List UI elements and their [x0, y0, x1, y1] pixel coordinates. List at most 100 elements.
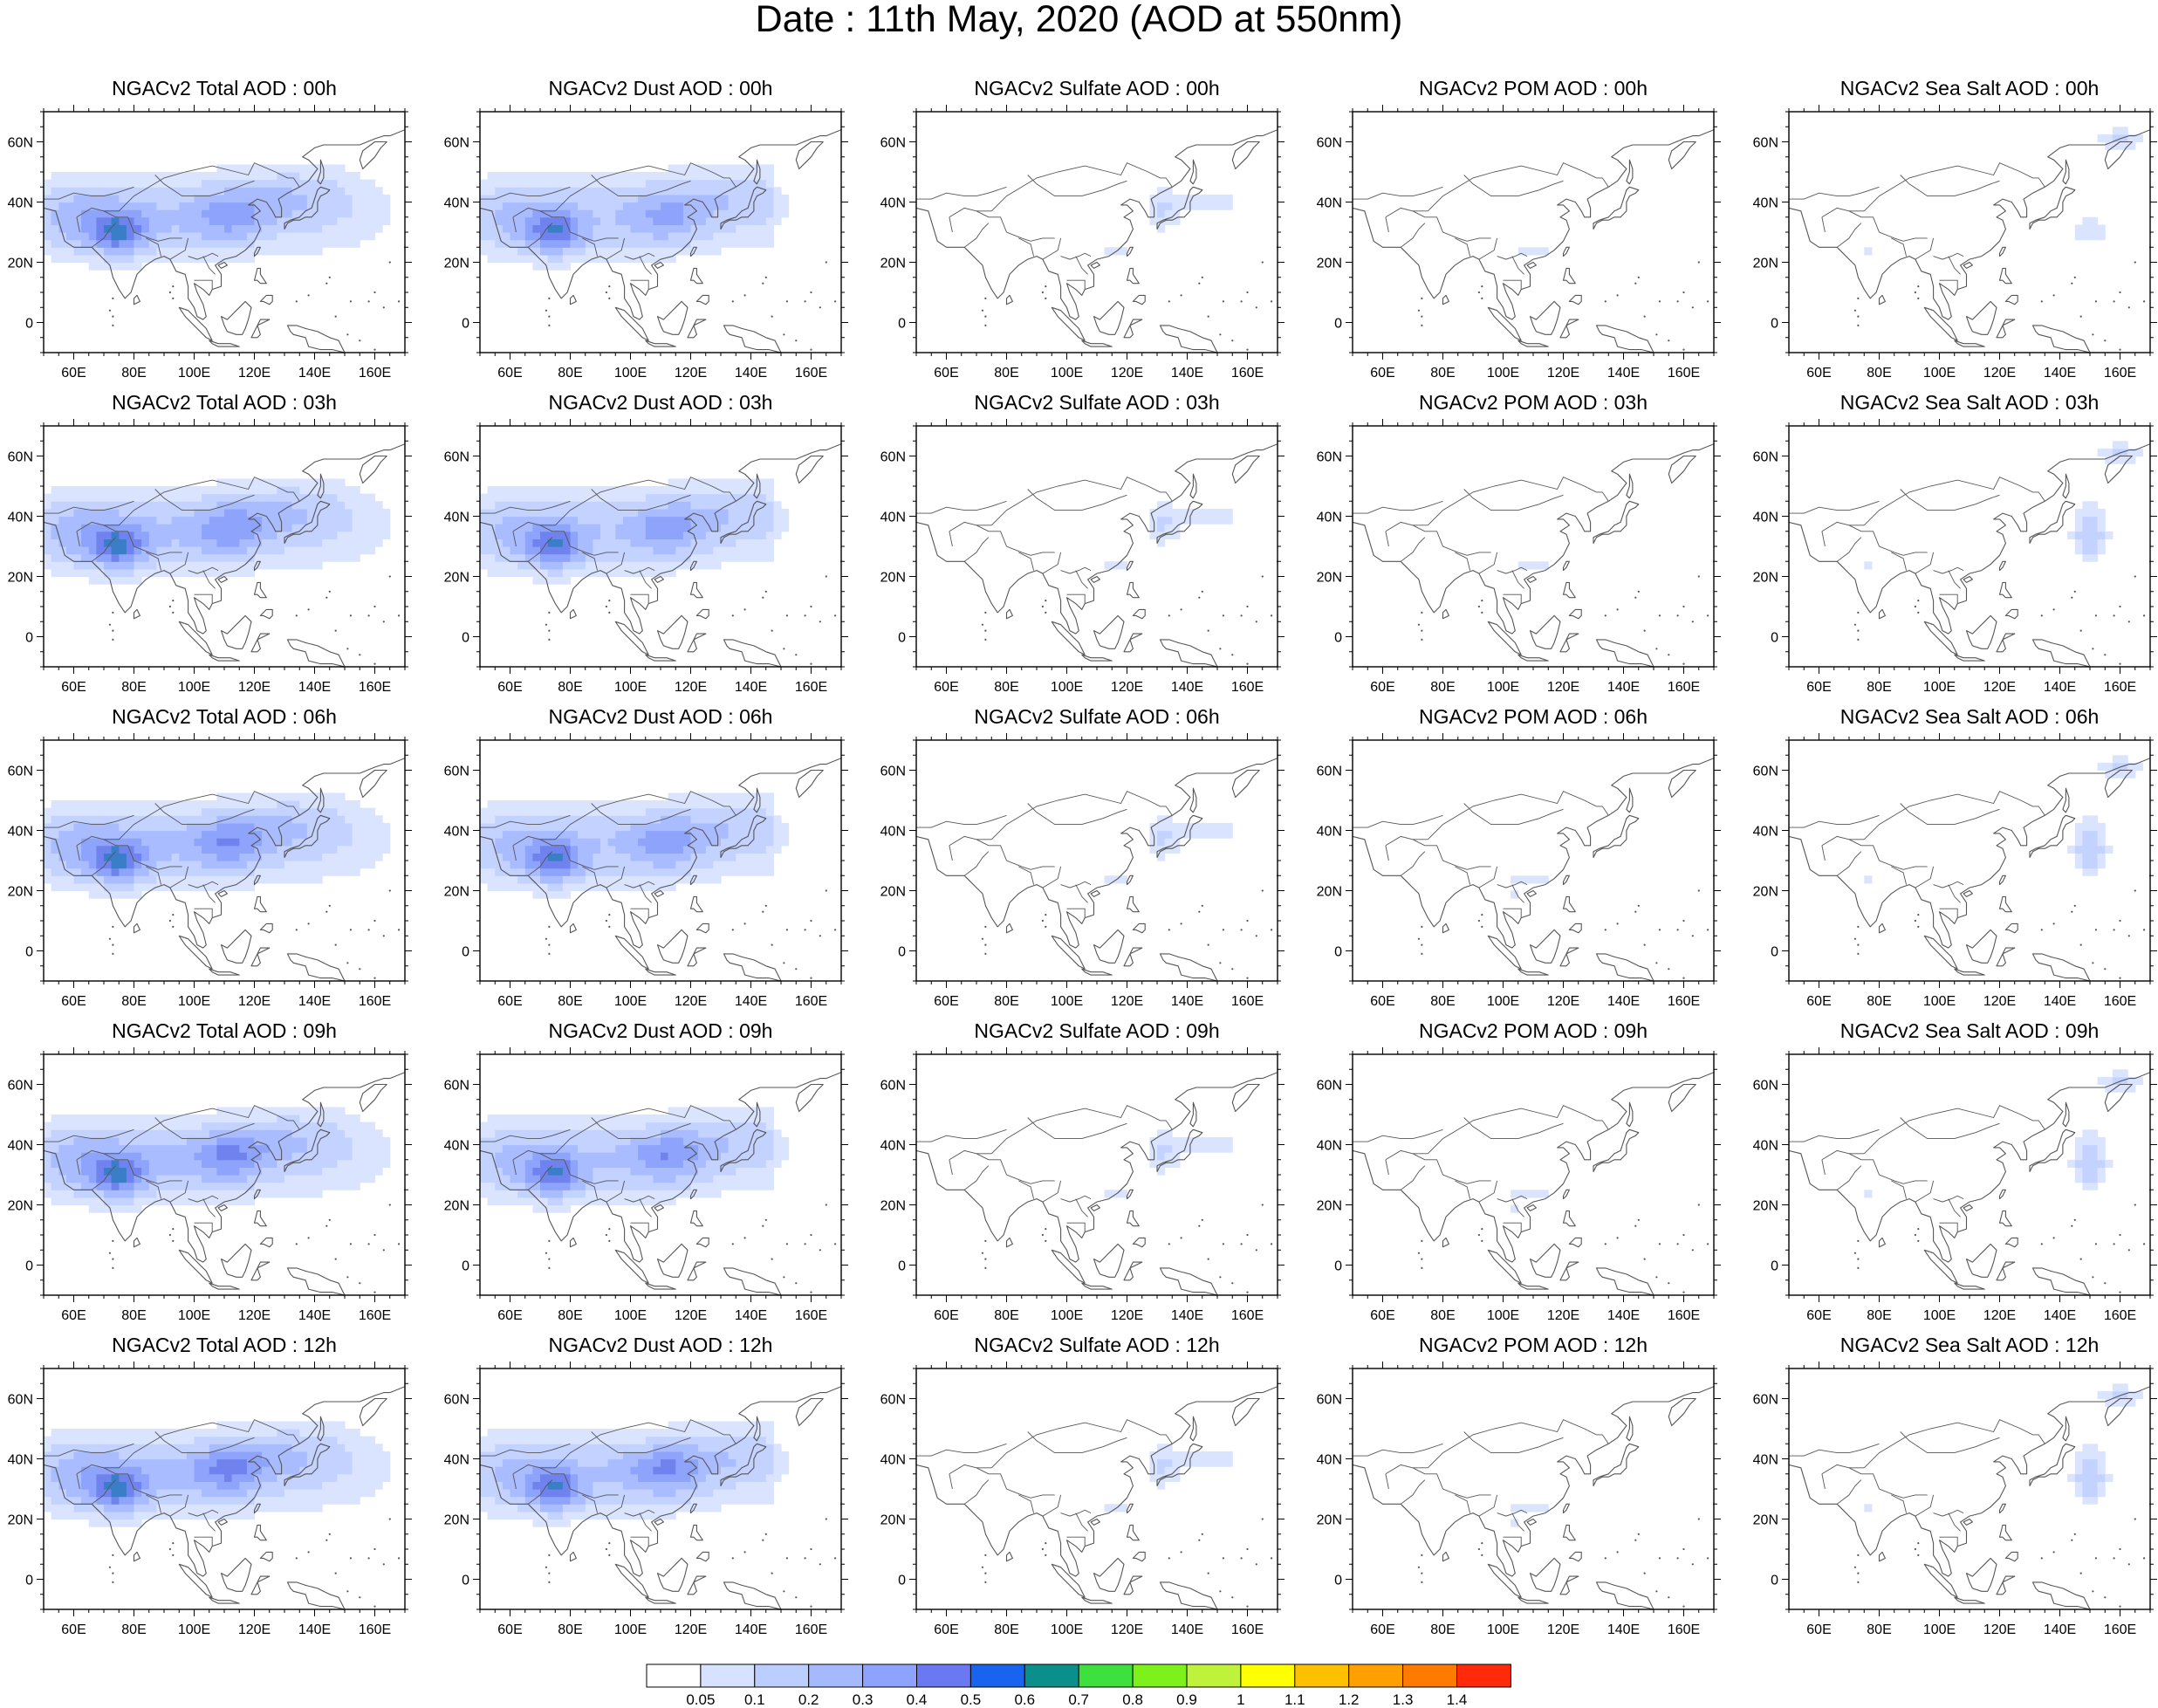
lon-tick-label: 60E	[61, 1308, 86, 1323]
map-panel-dust-4: NGACv2 Dust AOD : 12h 60E 80E 100E 120E 140E 1…	[436, 1334, 873, 1643]
panel-title: NGACv2 Sea Salt AOD : 00h	[1839, 77, 2100, 99]
lat-tick-label: 60N	[8, 765, 33, 779]
map-plot: 60E 80E 100E 120E 140E 160E 60N 40N 20N 0	[8, 105, 412, 381]
lon-tick-label: 80E	[994, 1622, 1018, 1637]
lat-tick-label: 20N	[1753, 1199, 1778, 1214]
colorbar-label: 0.2	[798, 1691, 819, 1708]
lat-tick-label: 0	[25, 1259, 33, 1274]
panel-title: NGACv2 Sea Salt AOD : 03h	[1839, 391, 2100, 414]
lon-tick-label: 60E	[1370, 1622, 1394, 1637]
lat-tick-label: 60N	[880, 765, 906, 779]
lon-tick-label: 100E	[614, 366, 647, 381]
lon-tick-label: 120E	[1111, 366, 1143, 381]
lon-tick-label: 80E	[558, 1622, 582, 1637]
lon-tick-label: 100E	[614, 680, 647, 695]
lat-tick-label: 40N	[1753, 511, 1778, 525]
lon-tick-label: 140E	[2044, 366, 2076, 381]
lon-tick-label: 160E	[1231, 366, 1264, 381]
panel-title: NGACv2 Sea Salt AOD : 12h	[1839, 1334, 2100, 1356]
lat-tick-label: 60N	[8, 1079, 33, 1094]
lat-tick-label: 0	[25, 317, 33, 332]
lat-tick-label: 60N	[1317, 450, 1342, 465]
lon-tick-label: 120E	[675, 1622, 707, 1637]
lon-tick-label: 60E	[934, 680, 958, 695]
map-plot: 60E 80E 100E 120E 140E 160E 60N 40N 20N 0	[880, 1047, 1285, 1323]
lat-tick-label: 20N	[1317, 1199, 1342, 1214]
map-panel-pom-2: NGACv2 POM AOD : 06h 60E 80E 100E 120E 140E 16…	[1309, 705, 1745, 1015]
map-plot: 60E 80E 100E 120E 140E 160E 60N 40N 20N 0	[8, 1047, 412, 1323]
lat-tick-label: 40N	[444, 1139, 469, 1154]
lon-tick-label: 60E	[1370, 366, 1394, 381]
lon-tick-label: 80E	[558, 1308, 582, 1323]
lat-tick-label: 40N	[1317, 196, 1342, 211]
lat-tick-label: 60N	[880, 450, 906, 465]
lat-tick-label: 0	[25, 945, 33, 960]
lon-tick-label: 140E	[298, 1308, 331, 1323]
colorbar-swatch	[754, 1663, 810, 1688]
lon-tick-label: 60E	[61, 680, 86, 695]
lon-tick-label: 60E	[934, 1308, 958, 1323]
colorbar-swatch	[808, 1663, 864, 1688]
map-panel-pom-3: NGACv2 POM AOD : 09h 60E 80E 100E 120E 140E 16…	[1309, 1019, 1745, 1329]
map-panel-dust-3: NGACv2 Dust AOD : 09h 60E 80E 100E 120E 140E 1…	[436, 1019, 873, 1329]
map-panel-sulfate-0: NGACv2 Sulfate AOD : 00h 60E 80E 100E 120E 14…	[873, 77, 1309, 387]
lat-tick-label: 40N	[444, 196, 469, 211]
lon-tick-label: 60E	[497, 680, 522, 695]
lat-tick-label: 20N	[880, 1199, 906, 1214]
lon-tick-label: 160E	[1231, 994, 1264, 1009]
lon-tick-label: 120E	[1983, 1308, 2016, 1323]
lat-tick-label: 40N	[444, 511, 469, 525]
colorbar-swatch	[1456, 1663, 1511, 1688]
lat-tick-label: 20N	[444, 1199, 469, 1214]
map-panel-sulfate-1: NGACv2 Sulfate AOD : 03h 60E 80E 100E 120E 14…	[873, 391, 1309, 701]
lat-tick-label: 20N	[1753, 1513, 1778, 1528]
map-panel-seasalt-4: NGACv2 Sea Salt AOD : 12h 60E 80E 100E 120E 1…	[1745, 1334, 2158, 1643]
lon-tick-label: 160E	[1231, 680, 1264, 695]
panel-title: NGACv2 Sulfate AOD : 03h	[974, 391, 1220, 414]
lon-tick-label: 160E	[1668, 994, 1700, 1009]
colorbar-swatch	[646, 1663, 702, 1688]
lon-tick-label: 80E	[558, 680, 582, 695]
lat-tick-label: 60N	[444, 765, 469, 779]
lon-tick-label: 120E	[238, 680, 271, 695]
lon-tick-label: 140E	[298, 680, 331, 695]
lat-tick-label: 60N	[1753, 450, 1778, 465]
lon-tick-label: 120E	[1547, 680, 1579, 695]
lon-tick-label: 120E	[1547, 994, 1579, 1009]
lat-tick-label: 40N	[880, 196, 906, 211]
lon-tick-label: 120E	[1111, 680, 1143, 695]
map-panel-sulfate-3: NGACv2 Sulfate AOD : 09h 60E 80E 100E 120E 14…	[873, 1019, 1309, 1329]
lat-tick-label: 20N	[880, 885, 906, 900]
lat-tick-label: 20N	[444, 257, 469, 271]
map-plot: 60E 80E 100E 120E 140E 160E 60N 40N 20N 0	[880, 419, 1285, 695]
colorbar-label: 0.1	[744, 1691, 765, 1708]
lon-tick-label: 160E	[359, 994, 391, 1009]
lon-tick-label: 140E	[298, 1622, 331, 1637]
panel-title: NGACv2 Sulfate AOD : 00h	[974, 77, 1220, 99]
lon-tick-label: 80E	[1867, 1308, 1891, 1323]
lat-tick-label: 20N	[1317, 885, 1342, 900]
map-plot: 60E 80E 100E 120E 140E 160E 60N 40N 20N 0	[1753, 1362, 2157, 1637]
lon-tick-label: 140E	[1607, 680, 1640, 695]
colorbar-swatch	[1240, 1663, 1296, 1688]
lon-tick-label: 140E	[1607, 1308, 1640, 1323]
lat-tick-label: 20N	[880, 1513, 906, 1528]
lon-tick-label: 80E	[1867, 994, 1891, 1009]
panel-title: NGACv2 Sulfate AOD : 12h	[974, 1334, 1220, 1356]
lat-tick-label: 20N	[1317, 257, 1342, 271]
lon-tick-label: 140E	[298, 994, 331, 1009]
lat-tick-label: 40N	[444, 825, 469, 840]
map-panel-dust-0: NGACv2 Dust AOD : 00h 60E 80E 100E 120E 140E 1…	[436, 77, 873, 387]
lon-tick-label: 140E	[735, 1622, 767, 1637]
lat-tick-label: 20N	[880, 571, 906, 586]
lon-tick-label: 60E	[61, 1622, 86, 1637]
lon-tick-label: 100E	[614, 1308, 647, 1323]
lon-tick-label: 80E	[1867, 680, 1891, 695]
lon-tick-label: 60E	[497, 366, 522, 381]
lon-tick-label: 100E	[178, 1622, 210, 1637]
lon-tick-label: 60E	[61, 994, 86, 1009]
lon-tick-label: 120E	[238, 1308, 271, 1323]
lat-tick-label: 60N	[880, 1393, 906, 1408]
panel-title: NGACv2 Sulfate AOD : 06h	[974, 705, 1220, 728]
lat-tick-label: 40N	[1753, 1139, 1778, 1154]
